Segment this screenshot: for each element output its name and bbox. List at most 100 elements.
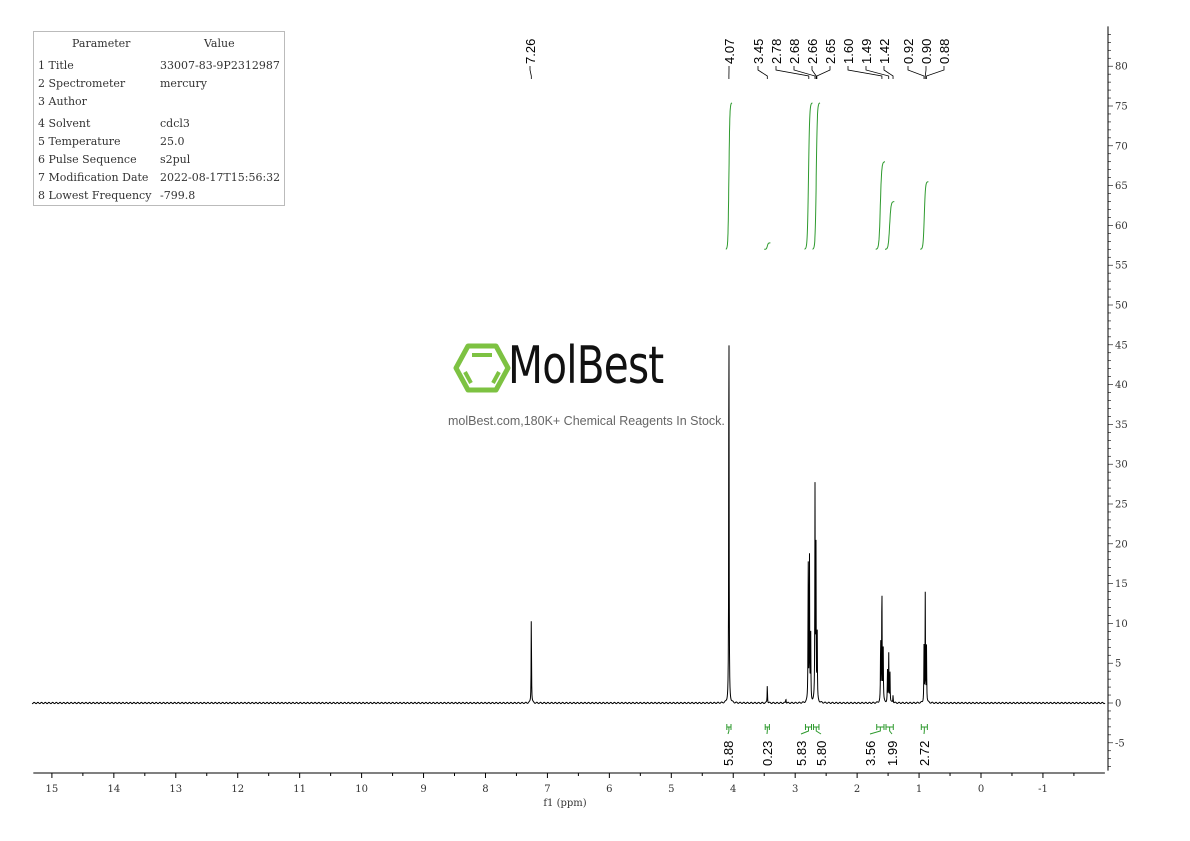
x-tick-label: 10 bbox=[355, 784, 368, 795]
peak-label-connector bbox=[865, 66, 890, 79]
peak-label: 1.42 bbox=[877, 39, 892, 64]
x-tick-label: 12 bbox=[231, 784, 244, 795]
integral-curve bbox=[875, 161, 885, 250]
peak-label-connector bbox=[883, 66, 894, 79]
x-tick-label: 8 bbox=[482, 784, 488, 795]
peak-label-connector bbox=[529, 66, 532, 79]
integral-curve bbox=[812, 102, 821, 250]
peak-label: 2.65 bbox=[823, 39, 838, 64]
y-tick-label: 30 bbox=[1115, 460, 1128, 471]
y-tick-label: 50 bbox=[1115, 301, 1128, 312]
integral-value-label: 1.99 bbox=[885, 741, 900, 766]
param-name: 4 Solvent bbox=[38, 117, 91, 130]
y-tick-label: 20 bbox=[1115, 539, 1128, 550]
param-value: 33007-83-9P2312987 bbox=[160, 59, 280, 72]
peak-label-connector bbox=[924, 66, 927, 79]
integral-curve bbox=[920, 181, 929, 250]
y-tick-label: 10 bbox=[1115, 619, 1128, 630]
molbest-watermark bbox=[448, 340, 511, 396]
x-tick-label: 13 bbox=[169, 784, 182, 795]
peak-label: 2.78 bbox=[769, 39, 784, 64]
integral-value-label: 5.80 bbox=[814, 741, 829, 766]
x-tick-label: 14 bbox=[107, 784, 120, 795]
x-tick-label: 15 bbox=[46, 784, 59, 795]
integral-bracket bbox=[726, 724, 732, 735]
param-value: cdcl3 bbox=[160, 117, 190, 130]
integral-bracket bbox=[920, 724, 928, 735]
integral-value-label: 5.83 bbox=[794, 741, 809, 766]
y-tick-label: 40 bbox=[1115, 380, 1128, 391]
param-name: 3 Author bbox=[38, 95, 87, 108]
y-tick-label: 80 bbox=[1115, 62, 1128, 73]
peak-label-connector bbox=[811, 66, 817, 79]
param-name: 7 Modification Date bbox=[38, 171, 149, 184]
x-axis-label: f1 (ppm) bbox=[543, 798, 586, 809]
x-tick-label: 1 bbox=[916, 784, 922, 795]
spectrum-line bbox=[31, 345, 1106, 705]
logo-text: MolBest bbox=[508, 336, 664, 396]
x-tick-label: 2 bbox=[854, 784, 860, 795]
y-tick-label: 25 bbox=[1115, 500, 1128, 511]
param-name: 2 Spectrometer bbox=[38, 77, 126, 90]
peak-label-connector bbox=[907, 66, 925, 79]
x-tick-label: 3 bbox=[792, 784, 798, 795]
x-tick-label: -1 bbox=[1038, 784, 1048, 795]
param-name: 8 Lowest Frequency bbox=[38, 189, 152, 202]
y-tick-label: 45 bbox=[1115, 340, 1128, 351]
param-value: -799.8 bbox=[160, 189, 196, 202]
x-tick-label: 7 bbox=[544, 784, 550, 795]
peak-label: 2.66 bbox=[805, 39, 820, 64]
x-tick-label: 6 bbox=[606, 784, 612, 795]
peak-label: 0.88 bbox=[937, 39, 952, 64]
peak-label-connector bbox=[926, 66, 945, 79]
integral-curve bbox=[764, 242, 771, 250]
integral-value-label: 3.56 bbox=[863, 741, 878, 766]
param-value: s2pul bbox=[160, 153, 191, 166]
peak-label: 1.60 bbox=[841, 39, 856, 64]
integral-curve bbox=[725, 102, 733, 250]
param-value: 2022-08-17T15:56:32 bbox=[160, 171, 281, 184]
y-tick-label: 65 bbox=[1115, 181, 1128, 192]
y-tick-label: 15 bbox=[1115, 579, 1128, 590]
peak-label: 7.26 bbox=[523, 39, 538, 64]
peak-label: 4.07 bbox=[722, 39, 737, 64]
y-tick-label: 35 bbox=[1115, 420, 1128, 431]
watermark-tagline: molBest.com,180K+ Chemical Reagents In S… bbox=[448, 414, 725, 428]
param-header-value: Value bbox=[204, 37, 235, 50]
integral-value-label: 2.72 bbox=[917, 741, 932, 766]
integral-bracket bbox=[764, 724, 770, 735]
peak-label-connector bbox=[793, 66, 816, 79]
param-name: 5 Temperature bbox=[38, 135, 121, 148]
y-tick-label: 60 bbox=[1115, 221, 1128, 232]
integral-value-label: 5.88 bbox=[721, 741, 736, 766]
y-tick-label: 0 bbox=[1115, 699, 1121, 710]
param-name: 6 Pulse Sequence bbox=[38, 153, 137, 166]
peak-label: 2.68 bbox=[787, 39, 802, 64]
integral-bracket bbox=[800, 724, 813, 735]
x-tick-label: 9 bbox=[420, 784, 426, 795]
peak-label-connector bbox=[816, 66, 831, 79]
param-header-name: Parameter bbox=[72, 37, 131, 50]
y-tick-label: 5 bbox=[1115, 659, 1121, 670]
integral-bracket bbox=[813, 724, 822, 735]
integral-curve bbox=[885, 201, 895, 250]
y-tick-label: -5 bbox=[1115, 738, 1125, 749]
peak-label: 1.49 bbox=[859, 39, 874, 64]
x-tick-label: 0 bbox=[978, 784, 984, 795]
peak-label: 0.92 bbox=[901, 39, 916, 64]
integral-value-label: 0.23 bbox=[760, 741, 775, 766]
x-tick-label: 4 bbox=[730, 784, 736, 795]
peak-label-connector bbox=[757, 66, 768, 79]
x-tick-label: 5 bbox=[668, 784, 674, 795]
peak-label: 0.90 bbox=[919, 39, 934, 64]
peak-label-connector bbox=[775, 66, 810, 79]
integral-bracket bbox=[885, 724, 894, 735]
y-tick-label: 75 bbox=[1115, 102, 1128, 113]
peak-label: 3.45 bbox=[751, 39, 766, 64]
hexagon-logo-icon bbox=[453, 343, 511, 393]
integral-curve bbox=[804, 102, 813, 250]
param-value: 25.0 bbox=[160, 135, 185, 148]
integral-bracket bbox=[869, 724, 885, 735]
y-tick-label: 70 bbox=[1115, 141, 1128, 152]
